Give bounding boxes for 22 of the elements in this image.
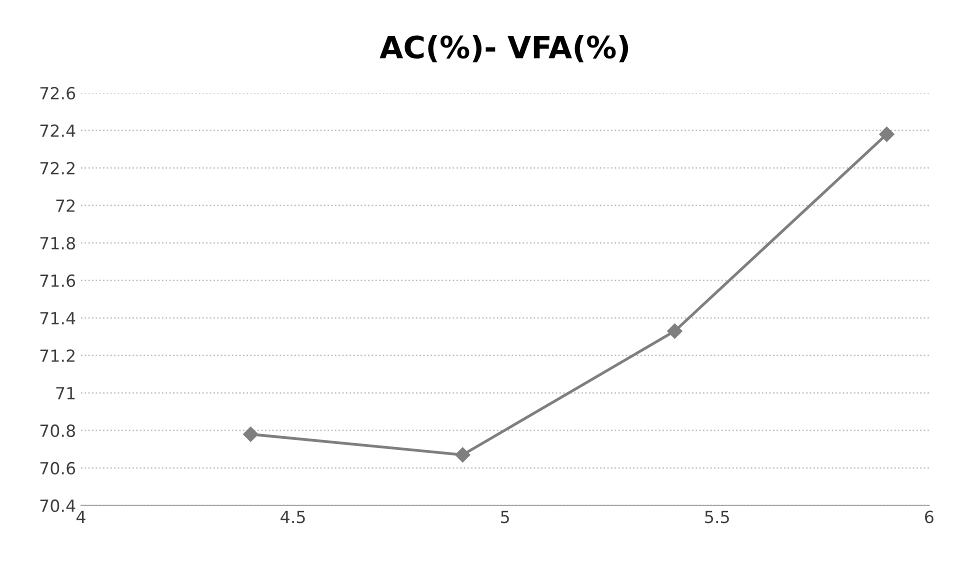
y-tick-label: 71.6 [40,274,76,288]
y-tick-label: 71 [56,387,75,400]
y-tick-label: 70.8 [40,424,76,438]
y-tick-label: 71.2 [40,349,74,362]
point [879,126,894,142]
y-tick-label: 72.4 [40,124,76,137]
y-tick-label: 71.8 [40,236,76,250]
y-tick-label: 72.2 [40,162,74,174]
point [243,426,258,442]
point [667,324,682,339]
x-tick-label: 6 [925,510,934,524]
y-tick-label: 70.4 [40,499,76,512]
point [455,447,470,462]
x-tick-label: 4.5 [280,510,305,524]
x-tick-label: 5 [501,510,509,524]
x-tick-label: 5.5 [705,510,729,524]
y-tick-label: 72 [56,199,74,212]
y-tick-label: 70.6 [40,462,76,475]
y-tick-label: 72.6 [40,86,76,100]
chart-title: AC(%)- VFA(%) [380,35,628,62]
x-tick-label: 4 [76,510,86,523]
y-tick-label: 71.4 [40,312,76,324]
